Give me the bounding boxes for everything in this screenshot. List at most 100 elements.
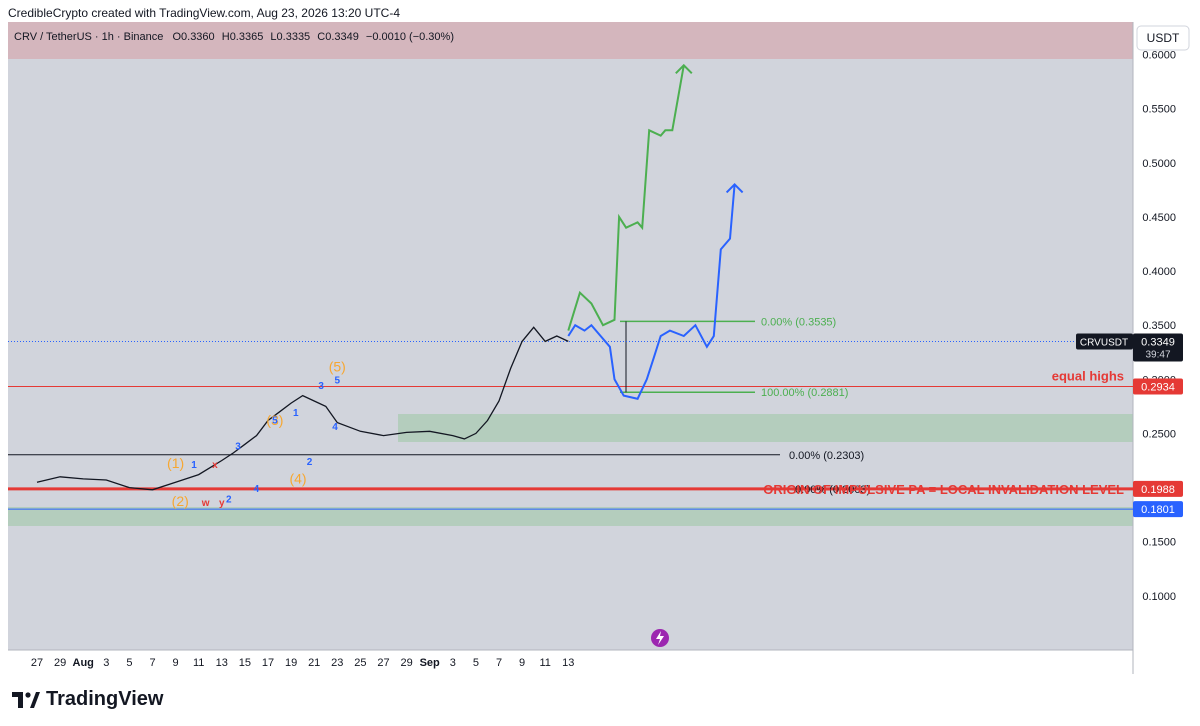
wave-label: y [219, 498, 225, 509]
wave-label: (2) [172, 493, 189, 509]
x-tick-label: Aug [73, 657, 94, 669]
currency-label: USDT [1147, 31, 1180, 45]
y-tick-label: 0.3500 [1142, 320, 1176, 332]
x-tick-label: 27 [377, 657, 389, 669]
y-tick-label: 0.5500 [1142, 104, 1176, 116]
x-tick-label: 7 [149, 657, 155, 669]
symbol-legend: CRV / TetherUS · 1h · Binance O0.3360 H0… [14, 31, 454, 43]
wave-label: w [201, 498, 210, 509]
fib-zero-lower-label: 0.00% (0.2303) [789, 450, 864, 462]
wave-label: 1 [293, 408, 299, 419]
y-tick-label: 0.2500 [1142, 428, 1176, 440]
high-label: H [222, 31, 230, 43]
chart-series [36, 63, 744, 491]
low-label: L [270, 31, 276, 43]
tradingview-brand: TradingView [46, 688, 164, 710]
x-tick-label: 29 [400, 657, 412, 669]
wave-label: (4) [289, 470, 306, 486]
wave-labels: (1) (2) (3) (4) (5) x w y 1 2 3 4 5 1 2 3 4 5 [167, 359, 346, 509]
x-tick-label: 11 [193, 657, 204, 669]
x-tick-label: 13 [562, 657, 574, 669]
blue-projection-arrow [725, 182, 744, 194]
wave-label: 4 [254, 484, 260, 495]
wave-label: 5 [335, 376, 341, 387]
y-tick-label: 0.1500 [1142, 537, 1176, 549]
y-tick-label: 0.5000 [1142, 158, 1176, 170]
fib-zero-upper-label: 0.00% (0.3535) [761, 316, 836, 328]
ticker-tag-bg [1076, 333, 1133, 350]
demand-zone-upper [398, 414, 1133, 442]
price-axis: 0.60000.55000.50000.45000.40000.35000.30… [1142, 49, 1176, 602]
x-tick-label: 5 [126, 657, 132, 669]
equal-highs-label: equal highs [1052, 368, 1124, 383]
fib-overlap-label: 0.00% (0.2003) [795, 484, 870, 496]
symbol-name: CRV / TetherUS · 1h · Binance [14, 31, 163, 43]
horizontal-levels: equal highs 0.00% (0.2303) 0.00% (0.3535) 1… [8, 316, 1133, 510]
x-tick-label: Sep [420, 657, 440, 669]
y-tick-label: 0.6000 [1142, 49, 1176, 61]
blue-projection-line [567, 184, 736, 400]
current-price-tag: 0.3349 [1141, 337, 1175, 349]
demand-zone-lower [8, 507, 1133, 526]
x-tick-label: 7 [496, 657, 502, 669]
x-tick-label: 11 [539, 657, 550, 669]
countdown-tag: 39:47 [1145, 350, 1170, 361]
x-tick-label: 27 [31, 657, 43, 669]
x-tick-label: 25 [354, 657, 366, 669]
wave-label: 3 [318, 381, 324, 392]
green-projection-line [567, 65, 685, 331]
time-axis: 27 29 Aug 3 5 7 9 11 13 15 17 19 21 23 25 27 29 Sep 3 5 7 9 11… [31, 657, 575, 669]
open-value: 0.3360 [181, 31, 215, 43]
low-value: 0.3335 [277, 31, 311, 43]
x-tick-label: 19 [285, 657, 297, 669]
x-tick-label: 23 [331, 657, 343, 669]
y-tick-label: 0.1000 [1142, 591, 1176, 603]
wave-label: (1) [167, 455, 184, 471]
price-chart[interactable]: equal highs 0.00% (0.2303) 0.00% (0.3535) 1… [0, 22, 1200, 674]
price-line [36, 326, 569, 491]
wave-label: 2 [226, 495, 232, 506]
y-tick-label: 0.4500 [1142, 212, 1176, 224]
wave-label: x [212, 460, 218, 471]
close-value: 0.3349 [325, 31, 359, 43]
invalidation-label: ORIGIN OF IMPULSIVE PA = LOCAL INVALIDAT… [763, 482, 1124, 497]
plot-background [8, 22, 1133, 650]
tradingview-logo[interactable]: TradingView [12, 688, 163, 711]
x-tick-label: 15 [239, 657, 251, 669]
ticker-tag: CRVUSDT [1080, 338, 1128, 349]
equal-highs-tag: 0.2934 [1141, 381, 1175, 393]
wave-label: 2 [307, 457, 313, 468]
close-label: C [317, 31, 325, 43]
currency-button[interactable]: USDT [1136, 25, 1190, 51]
tradingview-logo-icon [12, 691, 40, 708]
change-value: −0.0010 (−0.30%) [366, 31, 454, 43]
x-tick-label: 17 [262, 657, 274, 669]
wave-label: (3) [266, 412, 283, 428]
wave-label: 5 [272, 416, 278, 427]
equal-highs-tag-bg [1133, 378, 1183, 395]
x-tick-label: 21 [308, 657, 320, 669]
y-tick-label: 0.4000 [1142, 266, 1176, 278]
fib-hundred-label: 100.00% (0.2881) [761, 387, 848, 399]
wave-label: (5) [329, 359, 346, 375]
x-tick-label: 9 [519, 657, 525, 669]
high-value: 0.3365 [230, 31, 264, 43]
x-tick-label: 5 [473, 657, 479, 669]
invalidation-tag: 0.1988 [1141, 484, 1175, 496]
invalidation-tag-bg [1133, 480, 1183, 497]
wave-label: 3 [235, 442, 241, 453]
support-tag: 0.1801 [1141, 504, 1175, 516]
green-projection-arrow [675, 63, 693, 75]
premium-zone [8, 22, 1133, 59]
current-price-tag-bg [1133, 333, 1183, 362]
support-tag-bg [1133, 501, 1183, 518]
lightning-icon[interactable] [651, 629, 669, 647]
x-tick-label: 13 [216, 657, 228, 669]
x-tick-label: 29 [54, 657, 66, 669]
open-label: O [172, 31, 181, 43]
chart-attribution: CredibleCrypto created with TradingView.… [8, 6, 400, 20]
wave-label: 1 [191, 460, 197, 471]
wave-label: 4 [332, 422, 338, 433]
x-tick-label: 3 [103, 657, 109, 669]
